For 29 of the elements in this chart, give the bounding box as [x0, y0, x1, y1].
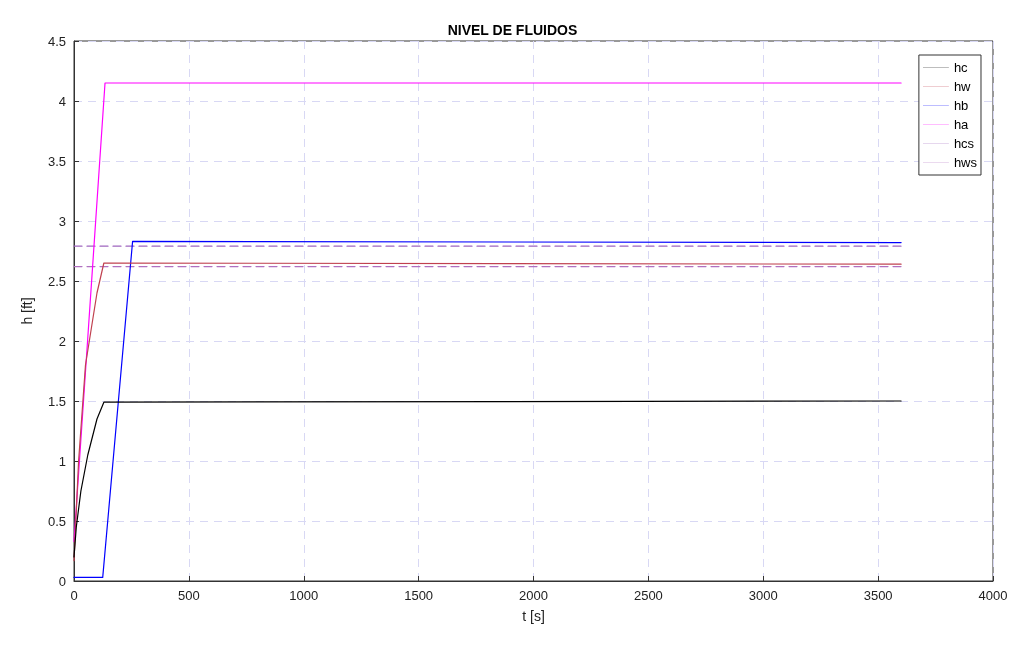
y-tick-label: 4.5 [47, 33, 66, 49]
legend-label: hb [953, 98, 969, 113]
x-tick-label: 2000 [519, 588, 548, 603]
legend-label: ha [953, 117, 970, 132]
x-tick-label: 0 [70, 588, 78, 603]
chart-title: NIVEL DE FLUIDOS [447, 22, 578, 38]
x-tick-label: 3000 [748, 588, 778, 603]
y-tick-label: 2 [58, 333, 66, 349]
y-tick-label: 1.5 [47, 393, 66, 409]
y-tick-label: 1 [58, 453, 66, 469]
legend-label: hcs [953, 136, 975, 151]
y-tick-label: 0 [58, 573, 66, 589]
x-tick-label: 500 [178, 588, 200, 603]
y-tick-label: 3 [58, 213, 66, 229]
legend-label: hc [953, 60, 969, 75]
x-tick-label: 1500 [404, 588, 434, 603]
x-axis-title: t [s] [522, 608, 545, 624]
x-tick-label: 3500 [863, 588, 893, 603]
line-series [73, 400, 902, 558]
legend-label: hw [953, 79, 972, 94]
x-tick-label: 2500 [633, 588, 663, 603]
y-tick-label: 3.5 [47, 153, 66, 169]
x-tick-label: 4000 [978, 588, 1008, 603]
y-tick-label: 2.5 [47, 273, 66, 289]
y-tick-label: 0.5 [47, 513, 66, 529]
y-tick-label: 4 [58, 93, 66, 109]
x-tick-label: 1000 [289, 588, 319, 603]
legend-label: hws [953, 155, 978, 170]
y-axis-title: h [ft] [19, 297, 35, 325]
